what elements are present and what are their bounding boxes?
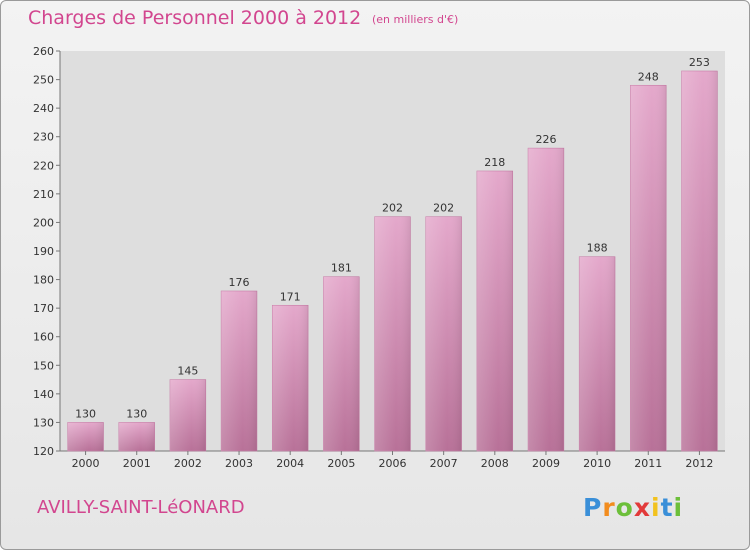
bar-shading (681, 71, 718, 451)
y-tick-label: 200 (33, 216, 54, 229)
bar-shading (476, 171, 513, 451)
proxiti-logo: Proxiti (583, 493, 683, 522)
y-tick-label: 120 (33, 445, 54, 458)
bar-value-label: 188 (587, 242, 608, 255)
bar-shading (579, 256, 616, 451)
y-tick-label: 150 (33, 359, 54, 372)
logo-letter: i (651, 493, 661, 522)
bar-value-label: 202 (433, 202, 454, 215)
bar-value-label: 145 (177, 365, 198, 378)
chart-subtitle: (en milliers d'€) (372, 13, 459, 26)
y-tick-label: 130 (33, 416, 54, 429)
logo-letter: t (660, 493, 674, 522)
bar-shading (169, 379, 206, 451)
bar-shading (425, 216, 462, 451)
x-tick-label: 2010 (583, 457, 611, 470)
y-tick-label: 220 (33, 159, 54, 172)
y-tick-label: 260 (33, 45, 54, 58)
logo-letter: i (673, 493, 684, 522)
x-tick-label: 2003 (225, 457, 253, 470)
bar-value-label: 226 (535, 133, 556, 146)
bar-shading (221, 291, 257, 451)
bar-value-label: 130 (75, 407, 96, 420)
y-tick-label: 140 (33, 388, 54, 401)
x-tick-label: 2007 (430, 457, 458, 470)
bar-value-label: 202 (382, 202, 403, 215)
chart-title: Charges de Personnel 2000 à 2012 (28, 7, 362, 29)
y-tick-label: 160 (33, 331, 54, 344)
bar-shading (323, 276, 360, 451)
bar-shading (374, 216, 411, 451)
x-tick-label: 2008 (481, 457, 509, 470)
logo-letter: P (583, 493, 603, 522)
x-tick-label: 2009 (532, 457, 560, 470)
bar-value-label: 253 (689, 56, 710, 69)
logo-letter: r (602, 493, 616, 522)
x-tick-label: 2002 (174, 457, 202, 470)
x-tick-label: 2012 (685, 457, 713, 470)
x-tick-label: 2005 (327, 457, 355, 470)
bar-value-label: 181 (331, 262, 352, 275)
x-tick-label: 2011 (634, 457, 662, 470)
y-tick-label: 230 (33, 131, 54, 144)
bar-value-label: 218 (484, 156, 505, 169)
y-tick-label: 250 (33, 74, 54, 87)
bar-shading (67, 422, 104, 451)
bar-value-label: 130 (126, 407, 147, 420)
bar-shading (630, 85, 667, 452)
commune-name: AVILLY-SAINT-LéONARD (37, 497, 245, 518)
x-tick-label: 2006 (379, 457, 407, 470)
x-tick-label: 2004 (276, 457, 304, 470)
logo-letter: o (615, 493, 634, 522)
bar-value-label: 171 (280, 290, 301, 303)
y-tick-label: 180 (33, 274, 54, 287)
y-tick-label: 190 (33, 245, 54, 258)
x-tick-label: 2001 (123, 457, 151, 470)
bar-shading (118, 422, 155, 451)
logo-letter: x (633, 493, 651, 522)
y-tick-label: 240 (33, 102, 54, 115)
bar-shading (528, 148, 564, 451)
y-tick-label: 170 (33, 302, 54, 315)
x-tick-label: 2000 (72, 457, 100, 470)
y-tick-label: 210 (33, 188, 54, 201)
bar-shading (272, 305, 309, 451)
bar-value-label: 248 (638, 70, 659, 83)
bar-value-label: 176 (229, 276, 250, 289)
